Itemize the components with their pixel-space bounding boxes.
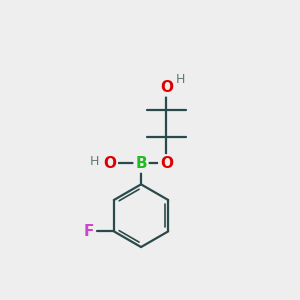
Text: H: H <box>89 154 99 167</box>
Text: O: O <box>160 156 173 171</box>
Text: F: F <box>84 224 94 239</box>
Text: H: H <box>176 73 185 86</box>
Text: B: B <box>135 156 147 171</box>
Text: O: O <box>160 80 173 95</box>
Text: O: O <box>103 156 116 171</box>
